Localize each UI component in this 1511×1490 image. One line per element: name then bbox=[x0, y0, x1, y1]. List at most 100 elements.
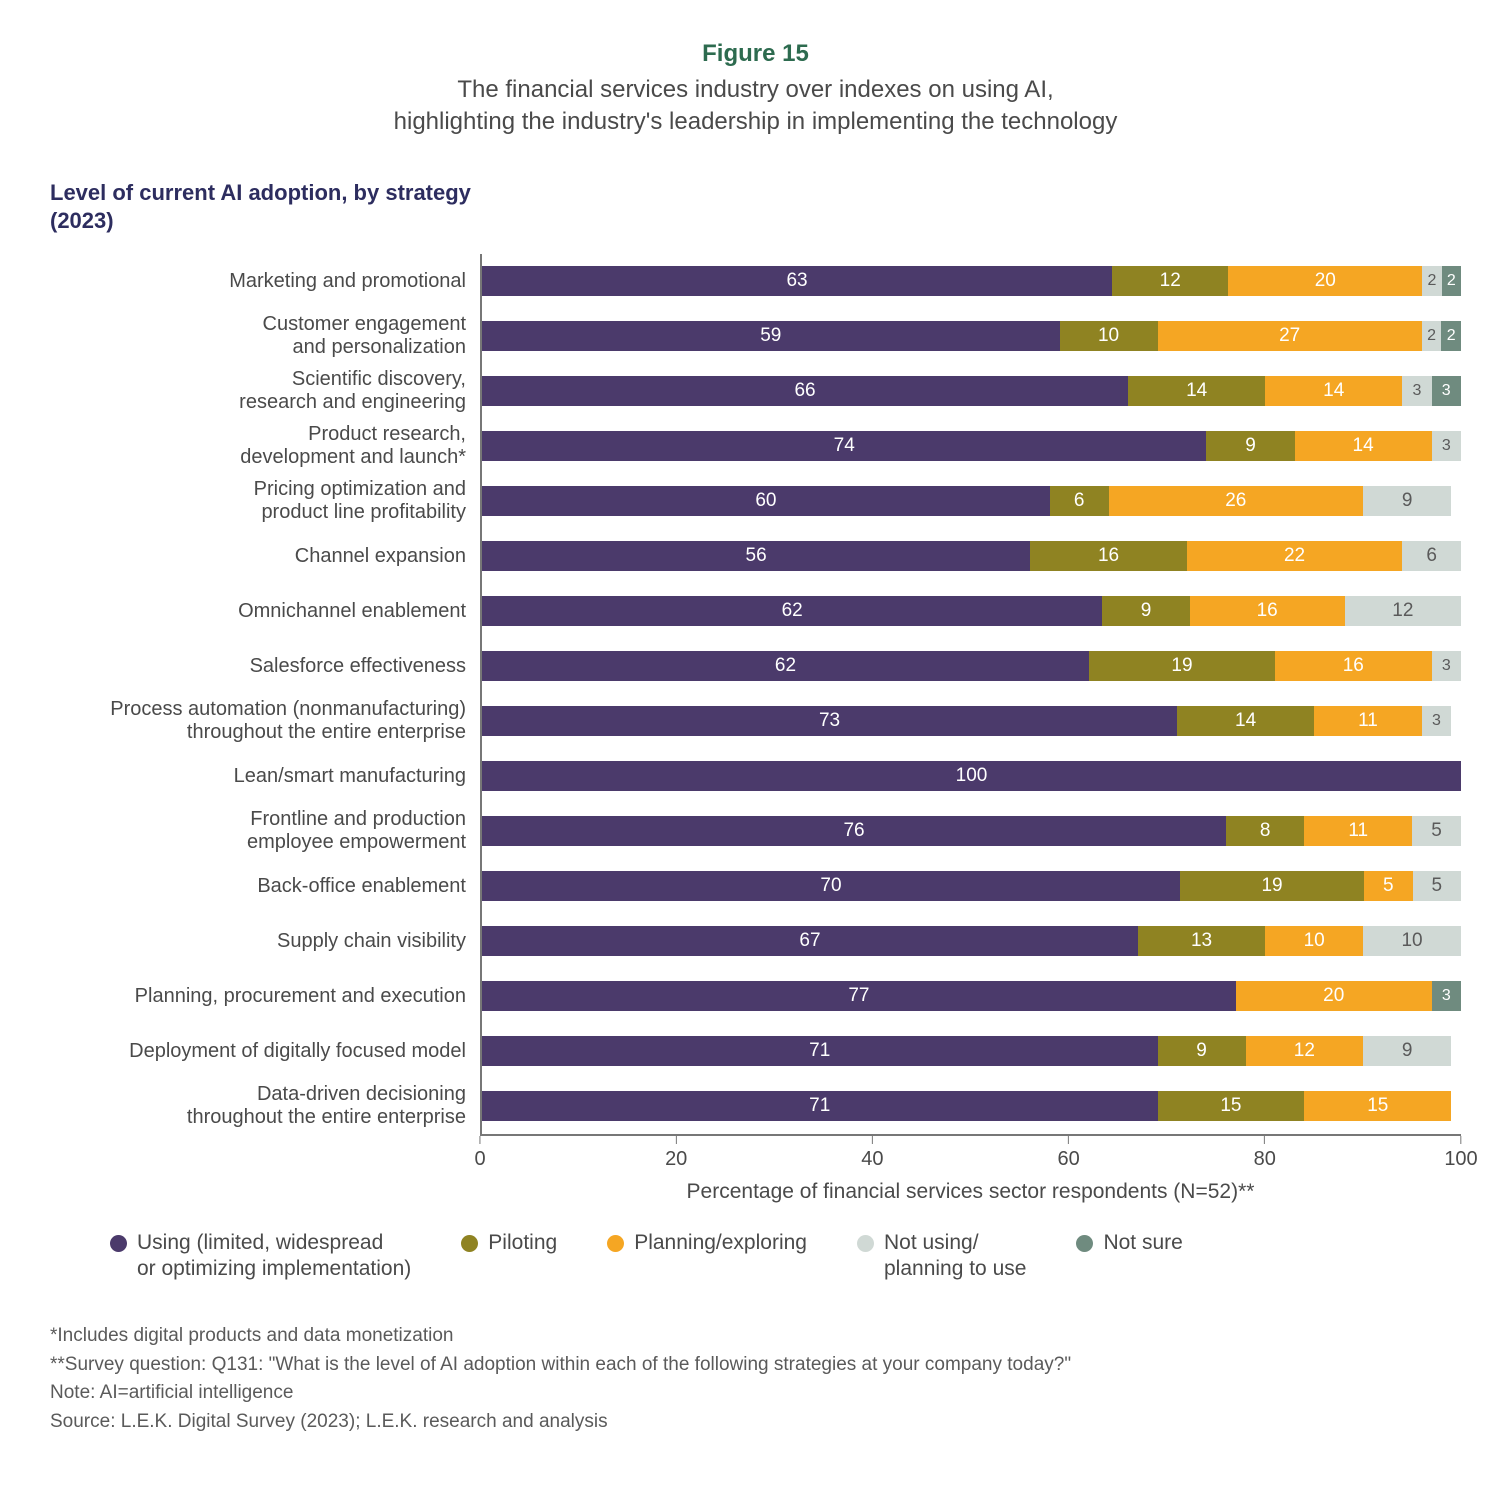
axis-spacer bbox=[50, 1134, 480, 1174]
bar-segment: 14 bbox=[1128, 376, 1265, 406]
legend-swatch bbox=[607, 1235, 624, 1252]
bar-row: 67131010 bbox=[480, 914, 1461, 969]
bar-segment: 2 bbox=[1441, 321, 1461, 351]
bar-stack: 77203 bbox=[482, 981, 1461, 1011]
bar-segment: 67 bbox=[482, 926, 1138, 956]
bar-segment: 3 bbox=[1432, 651, 1461, 681]
x-tick: 100 bbox=[1444, 1136, 1477, 1171]
bar-stack: 67131010 bbox=[482, 926, 1461, 956]
legend-label: Not using/planning to use bbox=[884, 1230, 1026, 1283]
bar-segment: 3 bbox=[1432, 981, 1461, 1011]
bar-segment: 77 bbox=[482, 981, 1236, 1011]
bar-segment: 2 bbox=[1442, 266, 1461, 296]
bar-stack: 100 bbox=[482, 761, 1461, 791]
bar-row: 711515 bbox=[480, 1079, 1461, 1134]
category-label: Data-driven decisioningthroughout the en… bbox=[50, 1079, 480, 1134]
category-label: Product research,development and launch* bbox=[50, 419, 480, 474]
bar-segment: 10 bbox=[1060, 321, 1158, 351]
legend-swatch bbox=[110, 1235, 127, 1252]
bar-segment: 11 bbox=[1304, 816, 1412, 846]
category-label: Marketing and promotional bbox=[50, 254, 480, 309]
x-axis-label: Percentage of financial services sector … bbox=[480, 1180, 1461, 1204]
legend: Using (limited, widespreador optimizing … bbox=[110, 1230, 1461, 1283]
legend-item: Piloting bbox=[461, 1230, 557, 1256]
bar-segment: 62 bbox=[482, 596, 1102, 626]
bar-segment: 10 bbox=[1363, 926, 1461, 956]
bar-row: 59102722 bbox=[480, 309, 1461, 364]
title-line2: highlighting the industry's leadership i… bbox=[394, 108, 1118, 135]
bar-segment: 9 bbox=[1363, 1036, 1451, 1066]
bar-segment: 11 bbox=[1314, 706, 1422, 736]
bar-segment: 74 bbox=[482, 431, 1206, 461]
x-axis: 020406080100 bbox=[480, 1134, 1461, 1174]
bars-column: 6312202259102722661414337491436062695616… bbox=[480, 254, 1461, 1134]
bar-segment: 16 bbox=[1275, 651, 1432, 681]
category-label: Planning, procurement and execution bbox=[50, 969, 480, 1024]
bar-row: 6291612 bbox=[480, 584, 1461, 639]
x-axis-wrap: 020406080100 bbox=[50, 1134, 1461, 1174]
footnote-line: Note: AI=artificial intelligence bbox=[50, 1379, 1461, 1408]
bar-segment: 19 bbox=[1089, 651, 1275, 681]
legend-label: Piloting bbox=[488, 1230, 557, 1256]
legend-label: Using (limited, widespreador optimizing … bbox=[137, 1230, 411, 1283]
bar-segment: 20 bbox=[1228, 266, 1422, 296]
bar-row: 719129 bbox=[480, 1024, 1461, 1079]
bar-segment: 2 bbox=[1422, 266, 1441, 296]
chart-area: Marketing and promotionalCustomer engage… bbox=[50, 254, 1461, 1134]
bar-segment: 73 bbox=[482, 706, 1177, 736]
x-tick: 40 bbox=[861, 1136, 883, 1171]
bar-segment: 66 bbox=[482, 376, 1128, 406]
x-tick: 60 bbox=[1057, 1136, 1079, 1171]
bar-segment: 6 bbox=[1050, 486, 1109, 516]
bar-stack: 719129 bbox=[482, 1036, 1461, 1066]
bar-row: 100 bbox=[480, 749, 1461, 804]
legend-item: Using (limited, widespreador optimizing … bbox=[110, 1230, 411, 1283]
bar-segment: 22 bbox=[1187, 541, 1402, 571]
bar-segment: 15 bbox=[1158, 1091, 1305, 1121]
bar-segment: 76 bbox=[482, 816, 1226, 846]
bar-segment: 8 bbox=[1226, 816, 1304, 846]
category-label: Omnichannel enablement bbox=[50, 584, 480, 639]
category-label: Channel expansion bbox=[50, 529, 480, 584]
bar-segment: 14 bbox=[1265, 376, 1402, 406]
category-label: Pricing optimization andproduct line pro… bbox=[50, 474, 480, 529]
bar-stack: 5616226 bbox=[482, 541, 1461, 571]
bar-segment: 71 bbox=[482, 1091, 1158, 1121]
bar-segment: 3 bbox=[1432, 431, 1461, 461]
category-label: Scientific discovery,research and engine… bbox=[50, 364, 480, 419]
bar-stack: 606269 bbox=[482, 486, 1461, 516]
category-label: Frontline and productionemployee empower… bbox=[50, 804, 480, 859]
legend-label: Planning/exploring bbox=[634, 1230, 807, 1256]
bar-segment: 56 bbox=[482, 541, 1030, 571]
bar-segment: 12 bbox=[1246, 1036, 1363, 1066]
bar-segment: 3 bbox=[1422, 706, 1451, 736]
bar-segment: 3 bbox=[1402, 376, 1431, 406]
x-tick: 80 bbox=[1254, 1136, 1276, 1171]
bar-segment: 9 bbox=[1102, 596, 1189, 626]
bar-segment: 27 bbox=[1158, 321, 1422, 351]
subtitle-line1: Level of current AI adoption, by strateg… bbox=[50, 180, 471, 205]
legend-item: Not using/planning to use bbox=[857, 1230, 1026, 1283]
bar-segment: 71 bbox=[482, 1036, 1158, 1066]
labels-column: Marketing and promotionalCustomer engage… bbox=[50, 254, 480, 1134]
category-label: Back-office enablement bbox=[50, 859, 480, 914]
x-tick: 0 bbox=[474, 1136, 485, 1171]
bar-segment: 5 bbox=[1413, 871, 1461, 901]
bar-segment: 14 bbox=[1295, 431, 1432, 461]
bar-segment: 20 bbox=[1236, 981, 1432, 1011]
bar-row: 606269 bbox=[480, 474, 1461, 529]
category-label: Process automation (nonmanufacturing)thr… bbox=[50, 694, 480, 749]
bar-stack: 66141433 bbox=[482, 376, 1461, 406]
footnote-line: **Survey question: Q131: "What is the le… bbox=[50, 1351, 1461, 1380]
footnote-line: *Includes digital products and data mone… bbox=[50, 1322, 1461, 1351]
bar-row: 768115 bbox=[480, 804, 1461, 859]
bar-row: 66141433 bbox=[480, 364, 1461, 419]
title-line1: The financial services industry over ind… bbox=[457, 76, 1053, 103]
bar-segment: 12 bbox=[1112, 266, 1228, 296]
bar-row: 701955 bbox=[480, 859, 1461, 914]
bar-stack: 6219163 bbox=[482, 651, 1461, 681]
bar-segment: 12 bbox=[1345, 596, 1461, 626]
bar-segment: 63 bbox=[482, 266, 1112, 296]
bar-segment: 59 bbox=[482, 321, 1060, 351]
bar-row: 749143 bbox=[480, 419, 1461, 474]
